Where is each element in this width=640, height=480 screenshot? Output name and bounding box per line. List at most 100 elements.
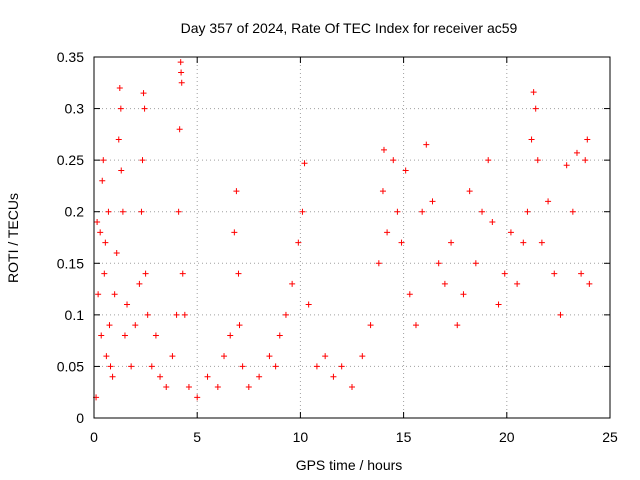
data-point xyxy=(142,270,149,277)
y-tick-label: 0.15 xyxy=(57,255,84,271)
data-point xyxy=(485,157,492,164)
data-point xyxy=(276,332,283,339)
data-point xyxy=(221,353,228,360)
data-point xyxy=(524,208,531,215)
data-point xyxy=(132,322,139,329)
data-point xyxy=(103,353,110,360)
data-point xyxy=(538,239,545,246)
data-point xyxy=(148,363,155,370)
grid xyxy=(94,57,610,418)
x-tick-label: 0 xyxy=(90,429,98,445)
data-point xyxy=(178,69,185,76)
data-point xyxy=(460,291,467,298)
data-point xyxy=(563,162,570,169)
data-point xyxy=(194,394,201,401)
data-point xyxy=(144,311,151,318)
data-point xyxy=(551,270,558,277)
axis-ticks: 0 5 10 15 20 25 0 0.05 0.1 0.15 0.2 0.25 0.3 0.35 xyxy=(57,49,618,445)
data-point xyxy=(266,353,273,360)
data-point xyxy=(227,332,234,339)
data-point xyxy=(282,311,289,318)
data-point xyxy=(584,136,591,143)
data-point xyxy=(406,291,413,298)
data-point xyxy=(359,353,366,360)
data-point xyxy=(489,219,496,226)
data-point xyxy=(94,219,101,226)
data-point xyxy=(236,322,243,329)
x-axis-label: GPS time / hours xyxy=(296,457,403,473)
data-point xyxy=(97,229,104,236)
plot-frame xyxy=(93,56,611,419)
data-point xyxy=(330,373,337,380)
data-point xyxy=(111,291,118,298)
x-tick-label: 5 xyxy=(193,429,201,445)
data-point xyxy=(98,332,105,339)
data-point xyxy=(384,229,391,236)
data-point xyxy=(402,167,409,174)
chart-title: Day 357 of 2024, Rate Of TEC Index for r… xyxy=(181,20,518,36)
x-tick-label: 15 xyxy=(396,429,412,445)
data-point xyxy=(435,260,442,267)
x-tick-label: 20 xyxy=(499,429,515,445)
data-point xyxy=(173,311,180,318)
data-point xyxy=(138,208,145,215)
data-point xyxy=(272,363,279,370)
data-point xyxy=(121,332,128,339)
data-point xyxy=(322,353,329,360)
data-point xyxy=(530,89,537,96)
data-point xyxy=(380,146,387,153)
data-point xyxy=(349,384,355,391)
data-point xyxy=(313,363,320,370)
data-point xyxy=(118,167,125,174)
data-point xyxy=(545,198,552,205)
data-point xyxy=(109,373,116,380)
data-point xyxy=(573,149,580,156)
data-point xyxy=(176,126,183,133)
data-point xyxy=(233,188,240,195)
data-point xyxy=(305,301,312,308)
data-point xyxy=(239,363,246,370)
data-point xyxy=(557,311,564,318)
y-tick-label: 0.2 xyxy=(65,204,85,220)
data-point xyxy=(99,177,106,184)
data-point xyxy=(379,188,386,195)
data-point xyxy=(95,291,102,298)
data-point xyxy=(466,188,473,195)
data-point xyxy=(479,208,486,215)
x-tick-label: 10 xyxy=(293,429,309,445)
data-point xyxy=(501,270,508,277)
data-point xyxy=(507,229,514,236)
data-point xyxy=(423,141,430,148)
data-point xyxy=(139,157,146,164)
data-point xyxy=(429,198,436,205)
data-point xyxy=(295,239,302,246)
data-point xyxy=(141,105,148,112)
data-point xyxy=(514,280,521,287)
data-point xyxy=(124,301,131,308)
data-point xyxy=(102,239,109,246)
data-point xyxy=(157,373,164,380)
data-point xyxy=(115,136,122,143)
data-point xyxy=(117,105,124,112)
data-point xyxy=(100,157,107,164)
y-tick-label: 0.05 xyxy=(57,358,84,374)
data-point xyxy=(569,208,576,215)
y-tick-label: 0.1 xyxy=(65,307,85,323)
data-point xyxy=(128,363,135,370)
data-point xyxy=(101,270,108,277)
data-point xyxy=(390,157,397,164)
data-point xyxy=(412,322,419,329)
data-point xyxy=(107,363,114,370)
x-tick-label: 25 xyxy=(602,429,618,445)
data-point xyxy=(338,363,345,370)
data-point xyxy=(419,208,426,215)
data-point xyxy=(214,384,221,391)
data-point xyxy=(169,353,176,360)
data-point xyxy=(185,384,192,391)
data-point xyxy=(586,280,593,287)
data-point xyxy=(152,332,159,339)
y-tick-label: 0.25 xyxy=(57,152,84,168)
data-point xyxy=(178,79,185,86)
data-point xyxy=(245,384,252,391)
